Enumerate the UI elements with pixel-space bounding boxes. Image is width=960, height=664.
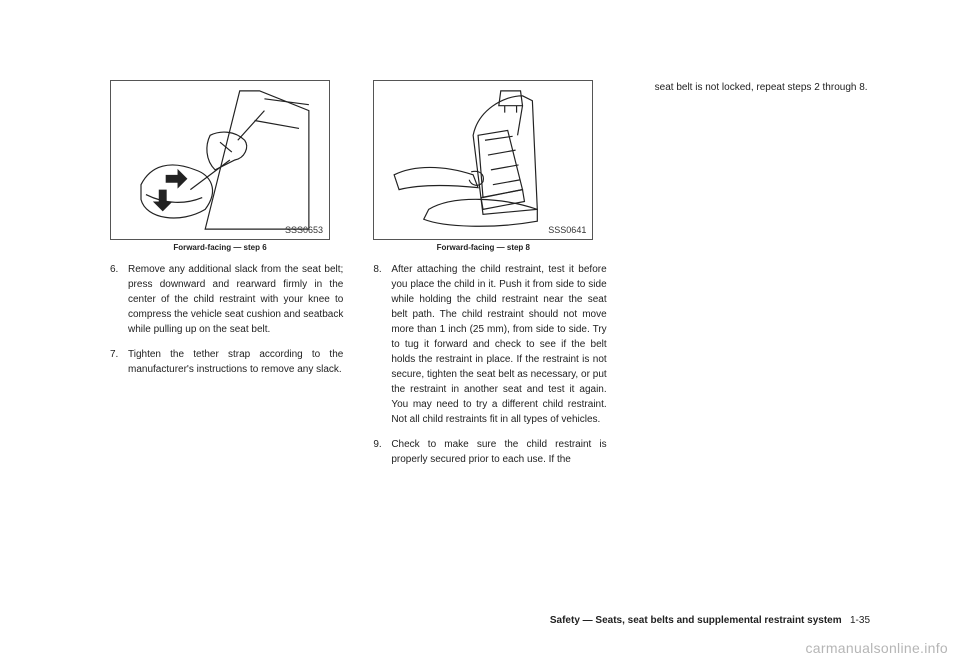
- item-text: Remove any additional slack from the sea…: [128, 262, 343, 337]
- list-item-7: 7. Tighten the tether strap according to…: [110, 347, 343, 377]
- continuation-text: seat belt is not locked, repeat steps 2 …: [655, 80, 870, 95]
- column-1: SSS0653 Forward-facing — step 6 6. Remov…: [110, 80, 343, 477]
- figure-id-label: SSS0641: [548, 225, 586, 235]
- item-text: Tighten the tether strap according to th…: [128, 347, 343, 377]
- item-number: 6.: [110, 262, 128, 337]
- footer-section: Safety — Seats, seat belts and supplemen…: [550, 615, 842, 626]
- list-item-9: 9. Check to make sure the child restrain…: [373, 437, 606, 467]
- footer-page: 1-35: [850, 615, 870, 626]
- item-number: 7.: [110, 347, 128, 377]
- item-text: After attaching the child restraint, tes…: [391, 262, 606, 427]
- list-item-6: 6. Remove any additional slack from the …: [110, 262, 343, 337]
- column-2: SSS0641 Forward-facing — step 8 8. After…: [373, 80, 606, 477]
- item-number: 9.: [373, 437, 391, 467]
- figure-step8: SSS0641: [373, 80, 593, 240]
- figure-caption: Forward-facing — step 6: [110, 243, 330, 252]
- item-text: seat belt is not locked, repeat steps 2 …: [655, 80, 870, 95]
- watermark-text: carmanualsonline.info: [806, 640, 949, 656]
- list-item-8: 8. After attaching the child restraint, …: [373, 262, 606, 427]
- figure-id-label: SSS0653: [285, 225, 323, 235]
- column-3: seat belt is not locked, repeat steps 2 …: [637, 80, 870, 477]
- page-content: SSS0653 Forward-facing — step 6 6. Remov…: [0, 0, 960, 517]
- figure-caption: Forward-facing — step 8: [373, 243, 593, 252]
- item-text: Check to make sure the child restraint i…: [391, 437, 606, 467]
- illustration-child-seat-test: [374, 81, 592, 239]
- figure-step6: SSS0653: [110, 80, 330, 240]
- illustration-seat-hand: [111, 81, 329, 239]
- item-number: 8.: [373, 262, 391, 427]
- page-footer: Safety — Seats, seat belts and supplemen…: [550, 615, 870, 626]
